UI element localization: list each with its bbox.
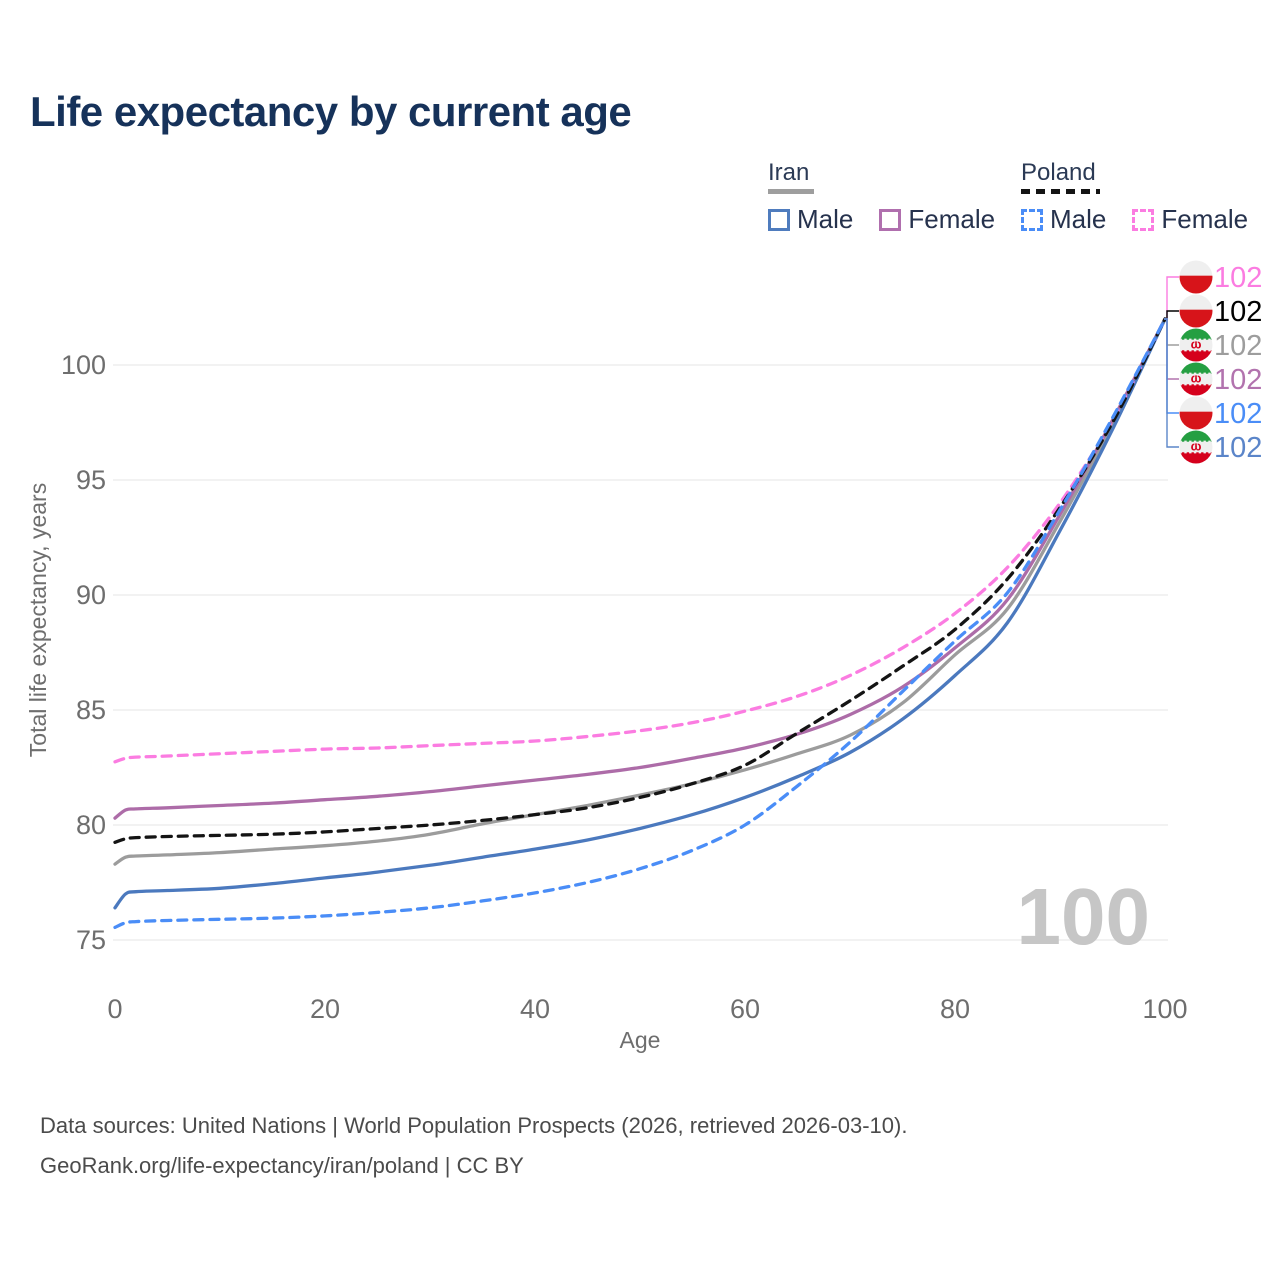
legend-poland-title[interactable]: Poland [1021,159,1096,186]
line-iran [113,317,1167,866]
y-tick-90: 90 [76,580,106,610]
chart-title: Life expectancy by current age [30,88,632,135]
poland-flag-icon [1179,294,1213,328]
line-poland [113,317,1167,844]
x-tick-0: 0 [107,994,122,1024]
leader-line-iran [1164,318,1179,346]
poland-male-swatch[interactable] [1021,208,1043,231]
data-sources-line: Data sources: United Nations | World Pop… [40,1113,908,1138]
x-tick-80: 80 [940,994,970,1024]
end-label-poland: 102 [1214,296,1262,328]
footer: Data sources: United Nations | World Pop… [40,1106,907,1186]
iran-female-label[interactable]: Female [908,204,996,234]
iran-flag-icon: ω [1179,430,1213,464]
poland-flag-icon [1179,396,1213,430]
poland-flag-icon [1179,260,1213,294]
x-tick-100: 100 [1142,994,1187,1024]
y-axis-title: Total life expectancy, years [25,483,51,757]
end-label-iran-female: 102 [1214,364,1262,396]
line-poland-female [113,317,1167,764]
attribution-line: GeoRank.org/life-expectancy/iran/poland … [40,1153,524,1178]
poland-dashed-line-sample [1021,189,1100,194]
end-label-poland-female: 102 [1214,262,1262,294]
end-label-iran: 102 [1214,330,1262,362]
leader-line-poland-male [1164,318,1179,414]
end-label-iran-male: 102 [1214,432,1262,464]
iran-flag-icon: ω [1179,362,1213,396]
x-axis-title: Age [620,1027,661,1053]
y-tick-75: 75 [76,925,106,955]
end-label-poland-male: 102 [1214,398,1262,430]
leader-line-poland-female [1164,276,1179,320]
leader-line-poland [1164,310,1179,320]
iran-female-swatch[interactable] [879,208,902,231]
age-counter-watermark: 100 [1017,872,1150,961]
poland-male-label[interactable]: Male [1050,204,1107,234]
x-tick-40: 40 [520,994,550,1024]
leader-line-iran-male [1164,318,1179,448]
y-tick-95: 95 [76,465,106,495]
line-poland-male [113,317,1167,930]
iran-solid-line-sample [768,189,814,194]
legend-group-poland: Poland Male Female [1021,160,1248,235]
iran-male-label[interactable]: Male [797,204,854,234]
legend-iran-title[interactable]: Iran [768,159,810,186]
poland-female-swatch[interactable] [1132,208,1155,231]
y-tick-100: 100 [61,350,106,380]
x-tick-20: 20 [310,994,340,1024]
poland-female-label[interactable]: Female [1161,204,1249,234]
iran-male-swatch[interactable] [768,208,790,231]
iran-flag-icon: ω [1179,328,1213,362]
legend: Iran Male Female Poland Male Female [0,160,1280,250]
y-tick-80: 80 [76,810,106,840]
leader-line-iran-female [1164,318,1179,380]
legend-group-iran: Iran Male Female [768,160,995,235]
y-tick-85: 85 [76,695,106,725]
x-tick-60: 60 [730,994,760,1024]
line-iran-female [113,317,1167,820]
line-iran-male [113,317,1167,910]
